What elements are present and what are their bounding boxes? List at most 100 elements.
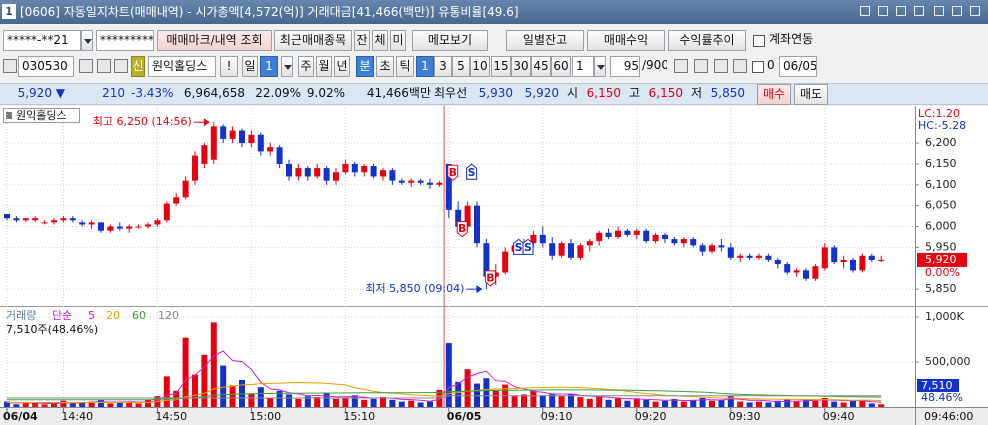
checkbox[interactable]: [753, 35, 765, 47]
button[interactable]: 체: [372, 30, 388, 51]
window-icon[interactable]: [860, 6, 870, 16]
button[interactable]: 30: [511, 56, 531, 77]
window-icon[interactable]: [934, 6, 944, 16]
chart-bg: [0, 106, 988, 408]
label: 6,964,658: [183, 86, 245, 100]
button[interactable]: 메모보기: [412, 30, 488, 51]
icon[interactable]: [694, 59, 708, 73]
button[interactable]: 년: [334, 56, 350, 77]
input-field[interactable]: 030530: [18, 56, 74, 77]
window-icon[interactable]: [952, 6, 962, 16]
candle-body: [709, 245, 715, 252]
trade-mark: [447, 164, 459, 181]
candle-body: [239, 130, 245, 144]
input-field[interactable]: *********: [96, 30, 154, 51]
close-button[interactable]: [970, 6, 980, 16]
input-field[interactable]: 1: [572, 56, 594, 77]
button[interactable]: 미: [390, 30, 406, 51]
button[interactable]: 5: [452, 56, 470, 77]
button[interactable]: 45: [531, 56, 551, 77]
icon[interactable]: [733, 59, 747, 73]
candle-body: [389, 170, 396, 181]
candle-body: [295, 168, 302, 177]
candle-body: [445, 163, 452, 210]
lc-label: LC:1.20: [918, 107, 960, 120]
trade-mark: [513, 238, 525, 255]
volume-bar: [323, 393, 330, 407]
candle-body: [878, 259, 885, 261]
button[interactable]: 1: [260, 56, 278, 77]
dropdown[interactable]: [81, 30, 93, 51]
button[interactable]: 월: [316, 56, 332, 77]
button[interactable]: 분: [356, 56, 374, 77]
button[interactable]: 15: [491, 56, 511, 77]
button[interactable]: 초: [376, 56, 394, 77]
window-icon[interactable]: [896, 6, 906, 16]
icon[interactable]: [3, 59, 17, 73]
checkbox[interactable]: [752, 61, 764, 73]
dropdown[interactable]: [281, 56, 293, 77]
button[interactable]: 잔: [354, 30, 370, 51]
candle-body: [464, 205, 471, 227]
label: 5,930: [478, 86, 513, 100]
button[interactable]: 3: [434, 56, 452, 77]
button[interactable]: 최근매매종목: [274, 30, 352, 51]
button[interactable]: 일별잔고: [506, 30, 584, 51]
label: 9.02%: [306, 86, 345, 100]
dropdown[interactable]: [594, 56, 606, 77]
button[interactable]: 10: [470, 56, 490, 77]
window-icon[interactable]: [914, 6, 924, 16]
x-tick-label: 14:40: [61, 410, 93, 423]
button[interactable]: 60: [551, 56, 571, 77]
window-title: [0606] 자동일지차트(매매내역) - 시가총액[4,572(억)] 거래대…: [20, 5, 519, 19]
y-tick-label: 1,000K: [925, 310, 964, 323]
volume-bar: [690, 399, 697, 407]
input-field[interactable]: *****-**21: [3, 30, 81, 51]
volume-bar: [878, 404, 885, 407]
button[interactable]: 수익률추이: [668, 30, 746, 51]
window-icon[interactable]: [878, 6, 888, 16]
button[interactable]: 주: [298, 56, 314, 77]
button[interactable]: 일: [242, 56, 258, 77]
label: 저: [691, 86, 703, 100]
button[interactable]: 매매수익: [587, 30, 665, 51]
button[interactable]: 1: [416, 56, 434, 77]
input-field[interactable]: 원익홀딩스: [148, 56, 216, 77]
button[interactable]: 매매마크/내역 조회: [157, 30, 272, 51]
icon[interactable]: [114, 59, 128, 73]
icon[interactable]: [674, 59, 688, 73]
input-field[interactable]: 95: [610, 56, 640, 77]
last-price-badge: [917, 252, 967, 267]
candle-body: [380, 170, 386, 177]
candle-body: [145, 224, 151, 227]
button[interactable]: 매수: [757, 84, 791, 105]
button[interactable]: !: [220, 56, 238, 77]
candle-body: [417, 180, 424, 183]
volume-bar: [709, 400, 715, 407]
input-field[interactable]: 06/05: [779, 56, 817, 77]
icon[interactable]: [714, 59, 728, 73]
icon[interactable]: [79, 59, 93, 73]
volume-bar: [492, 390, 499, 407]
volume-bar: [803, 399, 809, 407]
volume-bar: [408, 400, 415, 407]
volume-bar: [558, 396, 565, 407]
volume-bar: [22, 403, 29, 407]
volume-bar: [699, 398, 706, 407]
volume-bar: [210, 322, 217, 407]
x-tick-label: 14:50: [155, 410, 187, 423]
candle-body: [408, 180, 415, 183]
volume-bar: [577, 397, 584, 407]
label: 고: [629, 86, 641, 100]
candle-body: [79, 222, 86, 225]
volume-bar: [276, 390, 283, 407]
volume-bar: [286, 394, 292, 407]
candle-body: [624, 230, 631, 235]
change-label: 0.00%: [925, 266, 960, 279]
icon[interactable]: [97, 59, 111, 73]
chart-title-box: [3, 108, 80, 123]
button[interactable]: 매도: [794, 84, 828, 105]
button[interactable]: 틱: [396, 56, 414, 77]
trade-mark: [466, 163, 478, 180]
